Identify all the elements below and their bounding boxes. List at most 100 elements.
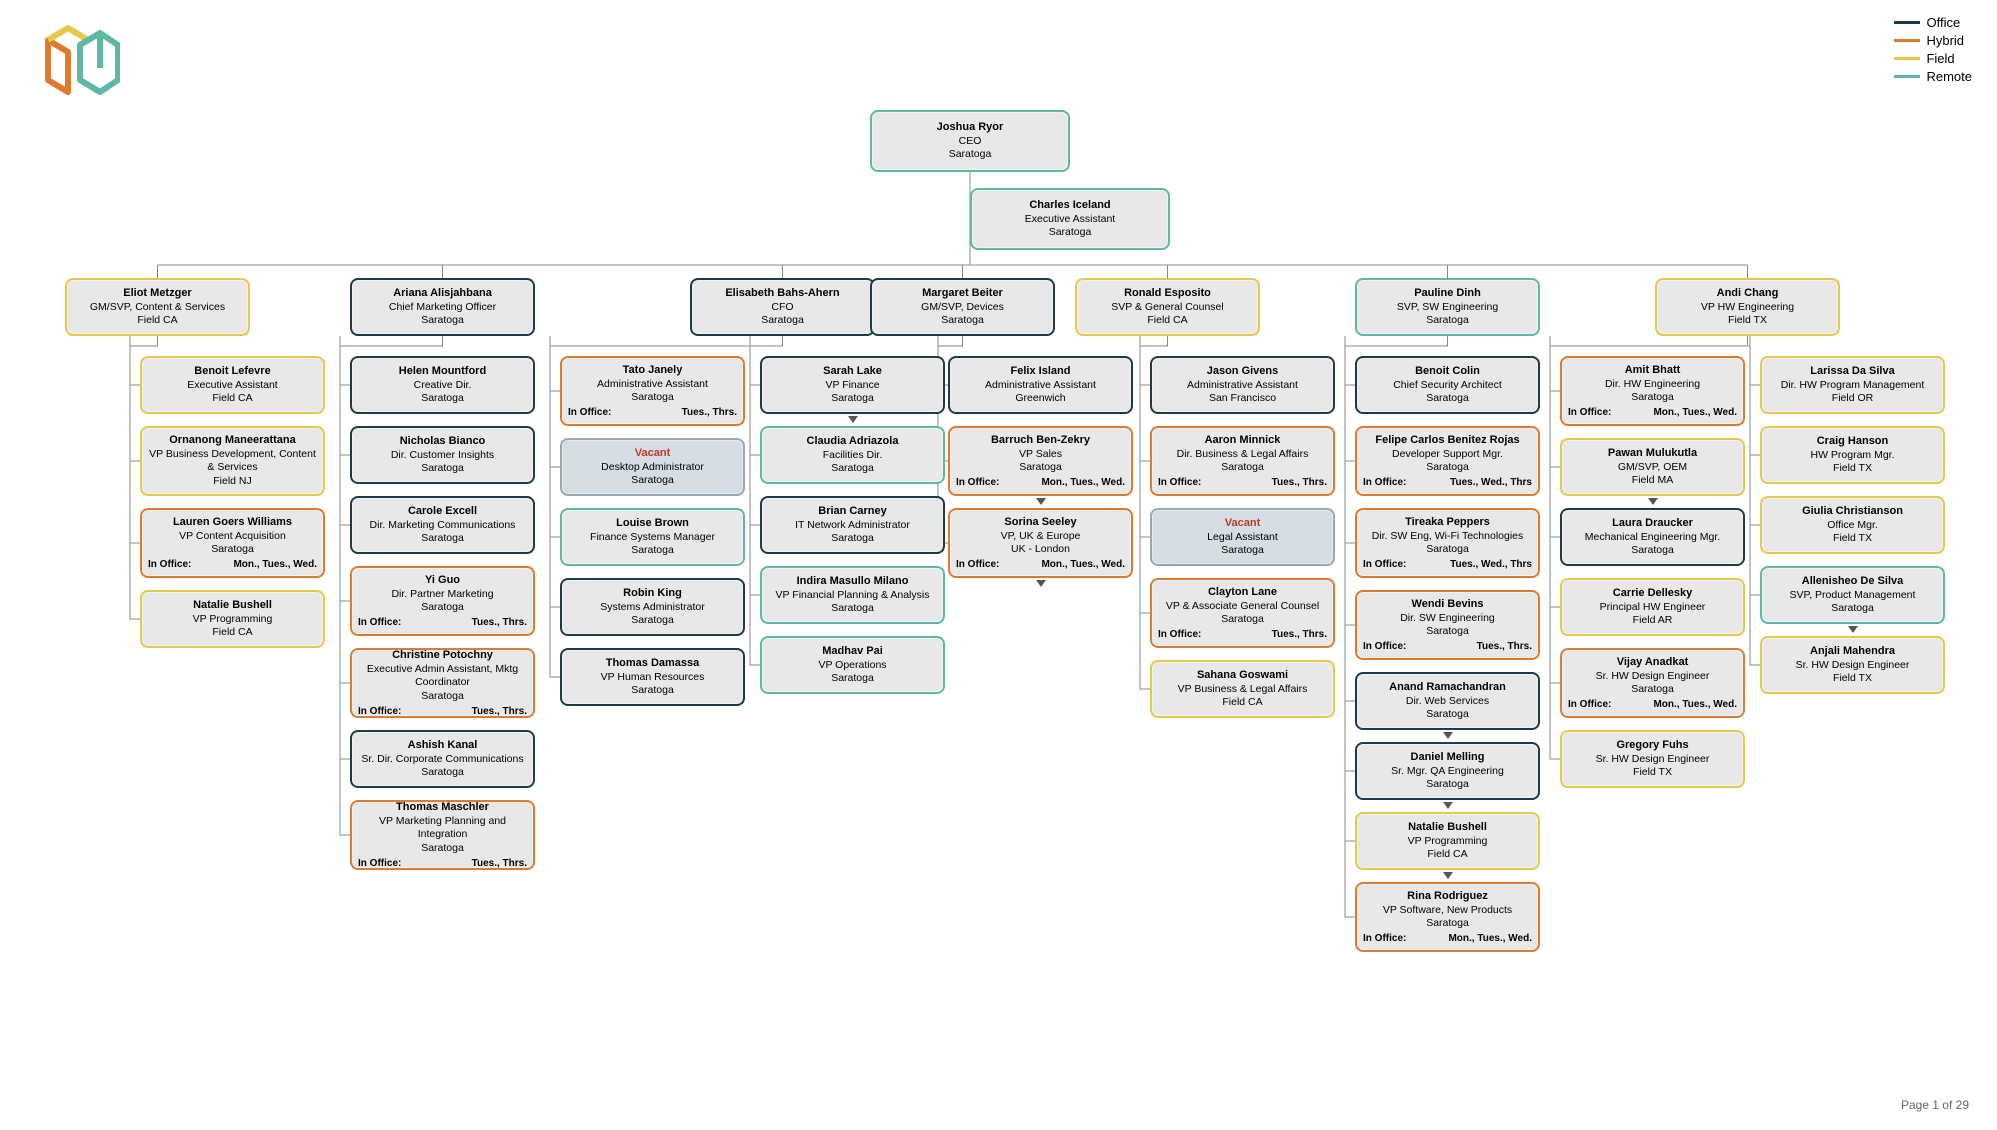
node-title: Dir. Web Services [1363,695,1532,709]
org-node[interactable]: Ornanong ManeerattanaVP Business Develop… [140,426,325,496]
org-node[interactable]: Daniel MellingSr. Mgr. QA EngineeringSar… [1355,742,1540,800]
expand-arrow-icon[interactable] [1443,802,1453,809]
expand-arrow-icon[interactable] [1848,626,1858,633]
node-location: Saratoga [358,601,527,615]
legend-swatch [1894,39,1920,42]
org-node[interactable]: Madhav PaiVP OperationsSaratoga [760,636,945,694]
org-node[interactable]: Craig HansonHW Program Mgr.Field TX [1760,426,1945,484]
org-node[interactable]: Anjali MahendraSr. HW Design EngineerFie… [1760,636,1945,694]
node-title: Sr. HW Design Engineer [1568,753,1737,767]
expand-arrow-icon[interactable] [1036,498,1046,505]
org-node[interactable]: Tato JanelyAdministrative AssistantSarat… [560,356,745,426]
node-name: Laura Draucker [1568,516,1737,530]
expand-arrow-icon[interactable] [1443,872,1453,879]
org-node[interactable]: VacantLegal AssistantSaratoga [1150,508,1335,566]
org-node[interactable]: Ariana AlisjahbanaChief Marketing Office… [350,278,535,336]
org-node[interactable]: Pawan MulukutlaGM/SVP, OEMField MA [1560,438,1745,496]
org-node[interactable]: Sorina SeeleyVP, UK & EuropeUK - LondonI… [948,508,1133,578]
org-node[interactable]: Vijay AnadkatSr. HW Design EngineerSarat… [1560,648,1745,718]
org-node[interactable]: Felix IslandAdministrative AssistantGree… [948,356,1133,414]
org-node[interactable]: Ronald EspositoSVP & General CounselFiel… [1075,278,1260,336]
org-node[interactable]: Rina RodriguezVP Software, New ProductsS… [1355,882,1540,952]
org-node[interactable]: Robin KingSystems AdministratorSaratoga [560,578,745,636]
node-location: Saratoga [568,544,737,558]
org-node[interactable]: Yi GuoDir. Partner MarketingSaratogaIn O… [350,566,535,636]
node-location: Saratoga [1363,461,1532,475]
org-node[interactable]: Jason GivensAdministrative AssistantSan … [1150,356,1335,414]
expand-arrow-icon[interactable] [848,416,858,423]
node-name: Giulia Christianson [1768,504,1937,518]
org-node[interactable]: Wendi BevinsDir. SW EngineeringSaratogaI… [1355,590,1540,660]
org-node[interactable]: Brian CarneyIT Network AdministratorSara… [760,496,945,554]
node-name: Natalie Bushell [1363,820,1532,834]
org-node[interactable]: Helen MountfordCreative Dir.Saratoga [350,356,535,414]
org-node[interactable]: Ashish KanalSr. Dir. Corporate Communica… [350,730,535,788]
org-node[interactable]: Charles IcelandExecutive AssistantSarato… [970,188,1170,250]
node-name: Carrie Dellesky [1568,586,1737,600]
org-node[interactable]: Claudia AdriazolaFacilities Dir.Saratoga [760,426,945,484]
legend-label: Office [1926,15,1960,30]
expand-arrow-icon[interactable] [1036,580,1046,587]
expand-arrow-icon[interactable] [1443,732,1453,739]
node-in-office: In Office:Mon., Tues., Wed. [1568,405,1737,419]
org-node[interactable]: Benoit ColinChief Security ArchitectSara… [1355,356,1540,414]
node-location: Saratoga [1363,778,1532,792]
node-in-office: In Office:Tues., Thrs. [1363,639,1532,653]
org-node[interactable]: Gregory FuhsSr. HW Design EngineerField … [1560,730,1745,788]
org-node[interactable]: Carole ExcellDir. Marketing Communicatio… [350,496,535,554]
node-location: Field CA [148,392,317,406]
org-node[interactable]: Barruch Ben-ZekryVP SalesSaratogaIn Offi… [948,426,1133,496]
org-node[interactable]: Andi ChangVP HW EngineeringField TX [1655,278,1840,336]
org-node[interactable]: Sarah LakeVP FinanceSaratoga [760,356,945,414]
org-node[interactable]: Margaret BeiterGM/SVP, DevicesSaratoga [870,278,1055,336]
org-node[interactable]: Tireaka PeppersDir. SW Eng, Wi-Fi Techno… [1355,508,1540,578]
org-node[interactable]: Anand RamachandranDir. Web ServicesSarat… [1355,672,1540,730]
node-title: GM/SVP, OEM [1568,461,1737,475]
org-node[interactable]: Carrie DelleskyPrincipal HW EngineerFiel… [1560,578,1745,636]
node-location: Saratoga [1363,314,1532,328]
org-node[interactable]: Laura DrauckerMechanical Engineering Mgr… [1560,508,1745,566]
node-in-office: In Office:Tues., Thrs. [568,405,737,419]
org-node[interactable]: Giulia ChristiansonOffice Mgr.Field TX [1760,496,1945,554]
org-node[interactable]: Aaron MinnickDir. Business & Legal Affai… [1150,426,1335,496]
org-node[interactable]: Felipe Carlos Benitez RojasDeveloper Sup… [1355,426,1540,496]
page-indicator: Page 1 of 29 [1901,1098,1969,1112]
org-node[interactable]: Louise BrownFinance Systems ManagerSarat… [560,508,745,566]
org-node[interactable]: Allenisheo De SilvaSVP, Product Manageme… [1760,566,1945,624]
node-name: Joshua Ryor [878,120,1062,134]
node-title: Sr. Dir. Corporate Communications [358,753,527,767]
node-in-office: In Office:Tues., Thrs. [358,615,527,629]
org-node[interactable]: Pauline DinhSVP, SW EngineeringSaratoga [1355,278,1540,336]
org-node[interactable]: Joshua RyorCEOSaratoga [870,110,1070,172]
node-title: Finance Systems Manager [568,531,737,545]
org-node[interactable]: Thomas DamassaVP Human ResourcesSaratoga [560,648,745,706]
node-location: Saratoga [956,461,1125,475]
node-title: Desktop Administrator [568,461,737,475]
org-node[interactable]: Eliot MetzgerGM/SVP, Content & ServicesF… [65,278,250,336]
node-location: Saratoga [1158,461,1327,475]
org-node[interactable]: VacantDesktop AdministratorSaratoga [560,438,745,496]
org-node[interactable]: Lauren Goers WilliamsVP Content Acquisit… [140,508,325,578]
legend: Office Hybrid Field Remote [1894,15,1972,87]
org-node[interactable]: Natalie BushellVP ProgrammingField CA [140,590,325,648]
node-title: VP Financial Planning & Analysis [768,589,937,603]
org-node[interactable]: Clayton LaneVP & Associate General Couns… [1150,578,1335,648]
org-node[interactable]: Elisabeth Bahs-AhernCFOSaratoga [690,278,875,336]
node-title: Chief Marketing Officer [358,301,527,315]
org-node[interactable]: Thomas MaschlerVP Marketing Planning and… [350,800,535,870]
org-node[interactable]: Nicholas BiancoDir. Customer InsightsSar… [350,426,535,484]
node-location: Saratoga [1568,683,1737,697]
node-location: Field CA [148,626,317,640]
node-location: Field TX [1768,672,1937,686]
org-node[interactable]: Natalie BushellVP ProgrammingField CA [1355,812,1540,870]
node-title: VP, UK & Europe [956,530,1125,544]
node-name: Yi Guo [358,573,527,587]
org-node[interactable]: Amit BhattDir. HW EngineeringSaratogaIn … [1560,356,1745,426]
node-title: Administrative Assistant [568,378,737,392]
org-node[interactable]: Benoit LefevreExecutive AssistantField C… [140,356,325,414]
org-node[interactable]: Larissa Da SilvaDir. HW Program Manageme… [1760,356,1945,414]
org-node[interactable]: Sahana GoswamiVP Business & Legal Affair… [1150,660,1335,718]
org-node[interactable]: Christine PotochnyExecutive Admin Assist… [350,648,535,718]
org-node[interactable]: Indira Masullo MilanoVP Financial Planni… [760,566,945,624]
expand-arrow-icon[interactable] [1648,498,1658,505]
